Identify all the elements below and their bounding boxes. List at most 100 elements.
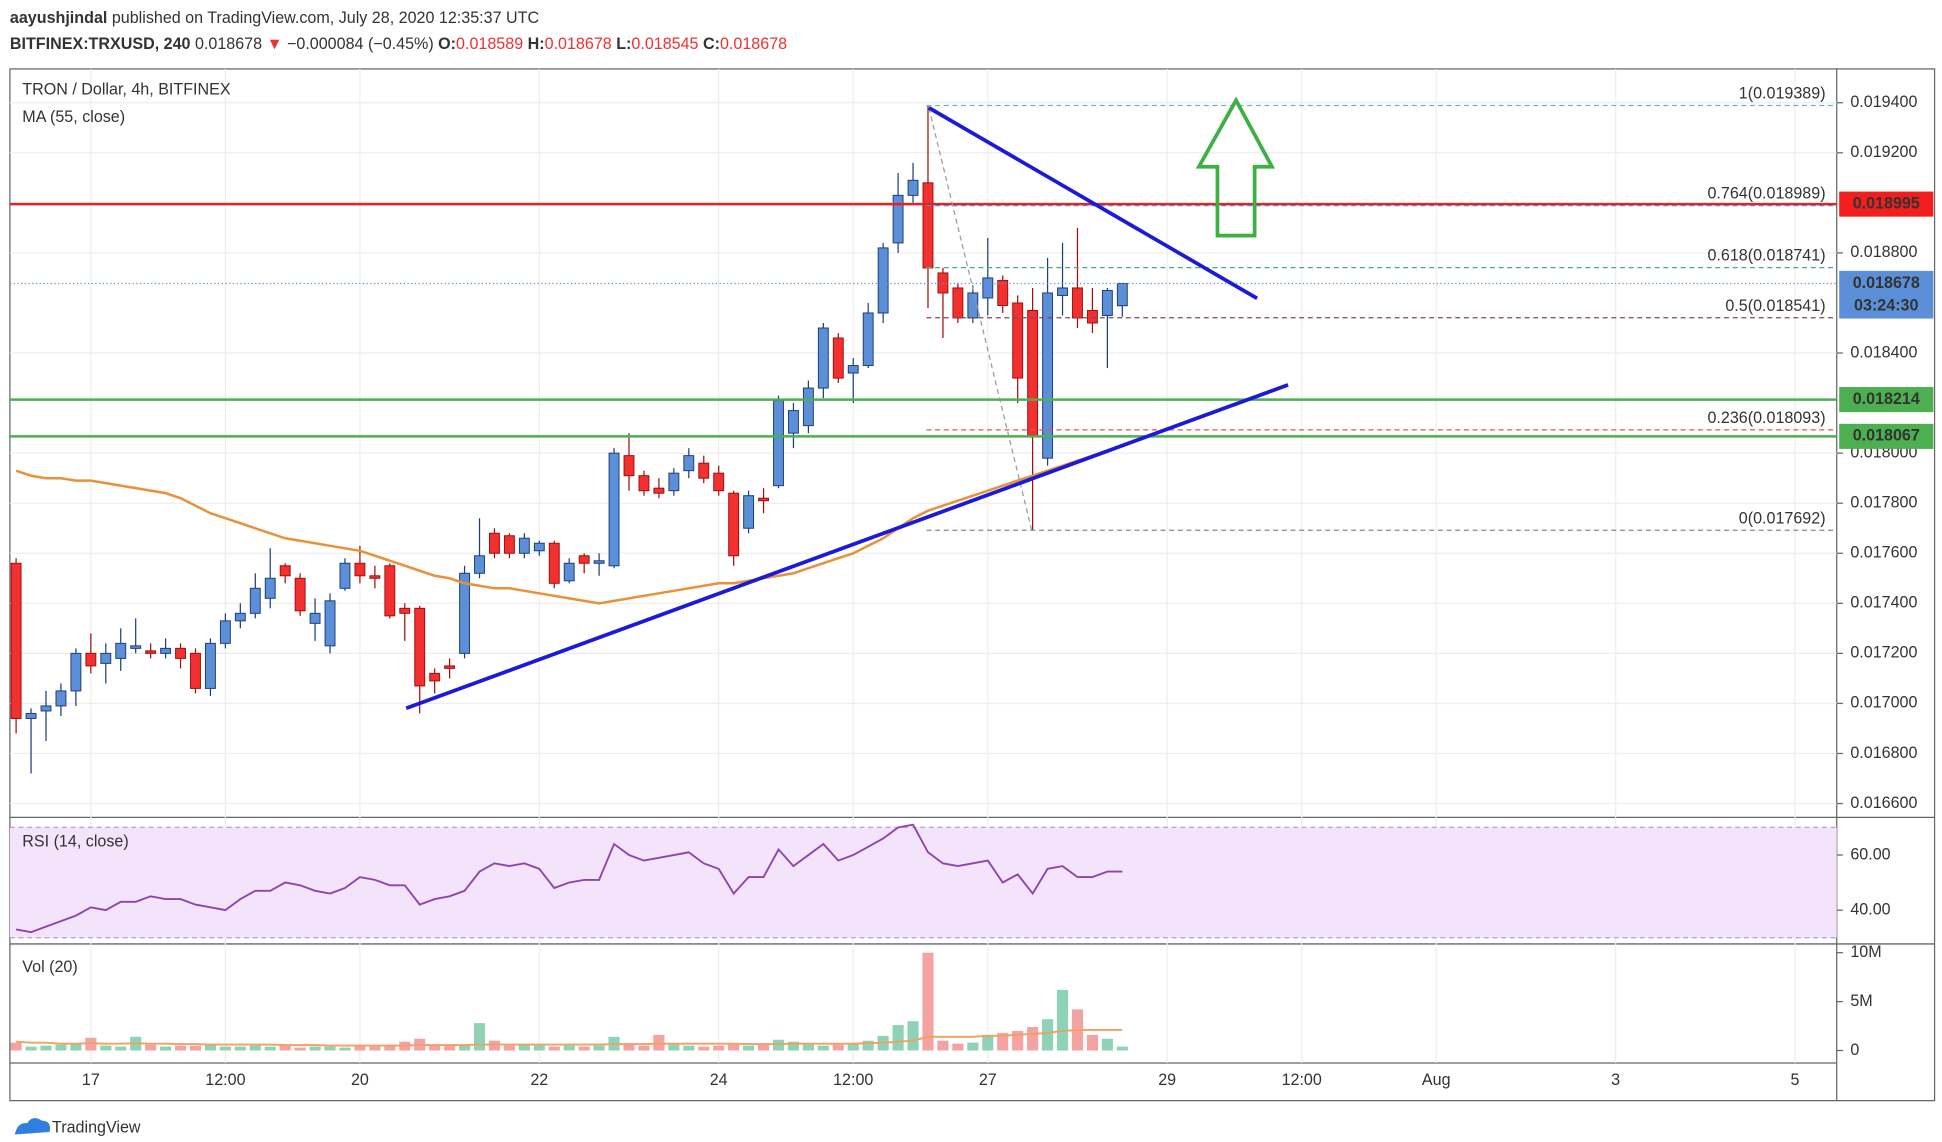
volume-bar: [264, 1046, 276, 1051]
candle-body: [578, 555, 590, 564]
volume-bar: [160, 1046, 172, 1051]
volume-bar: [937, 1040, 949, 1051]
candle-body: [758, 497, 769, 502]
candle-body: [1027, 309, 1039, 437]
drawings: [405, 96, 1289, 711]
volume-bar: [698, 1046, 710, 1051]
fib-anchor-line: [928, 107, 1033, 531]
candle-body: [309, 612, 321, 624]
candle-body: [832, 337, 844, 379]
volume-bar: [309, 1046, 321, 1051]
trend-line: [927, 106, 1259, 300]
volume-bar: [40, 1045, 52, 1051]
x-tick-label: 24: [710, 1071, 728, 1089]
volume-bar: [25, 1046, 37, 1051]
high-label: H:: [528, 35, 545, 53]
candle-body: [339, 562, 351, 589]
moving-average: [15, 444, 1123, 605]
candle-body: [130, 645, 142, 649]
y-tick-label: 0: [1850, 1041, 1859, 1059]
x-tick-label: 12:00: [205, 1071, 245, 1089]
candle-body: [802, 387, 814, 427]
volume-bar: [892, 1025, 904, 1051]
candle-body: [324, 600, 336, 647]
y-tick-label: 0.017800: [1850, 493, 1917, 511]
level-label: 0.018214: [1853, 390, 1920, 408]
candle-body: [384, 565, 396, 617]
trend-line: [405, 383, 1289, 711]
last-price-label: 0.018678: [1853, 274, 1920, 292]
volume-bar: [817, 1045, 829, 1051]
volume-bar: [234, 1046, 246, 1051]
y-tick-label: 0.017600: [1850, 543, 1917, 561]
candle-body: [967, 292, 979, 319]
last-price: 0.018678: [195, 35, 262, 53]
candle-body: [219, 620, 231, 644]
open-label: O:: [438, 35, 456, 53]
volume-bar: [1056, 989, 1069, 1051]
close-label: C:: [703, 35, 720, 53]
volume-bar: [997, 1032, 1009, 1051]
candle-body: [115, 642, 127, 659]
brand: TradingView: [52, 1118, 141, 1136]
high: 0.018678: [545, 35, 612, 53]
change: −0.000084 (−0.45%): [287, 35, 434, 53]
candle-body: [1057, 287, 1068, 296]
candle-body: [548, 542, 560, 584]
level-box: [1839, 387, 1934, 413]
symbol-line: BITFINEX:TRXUSD, 240 0.018678 ▼ −0.00008…: [10, 35, 787, 53]
x-tick-label: 5: [1791, 1071, 1800, 1089]
volume-bar: [324, 1046, 336, 1051]
volume-bar: [922, 952, 934, 1051]
fib-label: 0.618(0.018741): [1707, 247, 1825, 265]
change-arrow: ▼: [267, 35, 283, 53]
level-label: 0.018067: [1853, 427, 1920, 445]
low-label: L:: [616, 35, 631, 53]
volume-bar: [115, 1046, 127, 1051]
volume-bar: [444, 1045, 456, 1051]
candle-body: [100, 652, 112, 664]
volume-bar: [55, 1044, 67, 1051]
candle-body: [608, 452, 620, 567]
candle-body: [743, 495, 755, 529]
volume-bar: [249, 1045, 261, 1051]
candle-body: [145, 650, 157, 654]
volume-bar: [563, 1045, 575, 1051]
candle-body: [952, 287, 964, 319]
candle-body: [175, 647, 186, 659]
frame-border: [9, 68, 1936, 1102]
volume-bar: [653, 1034, 665, 1051]
volume-bar: [354, 1045, 366, 1051]
volume-bar: [743, 1045, 755, 1051]
volume-bar: [683, 1045, 695, 1051]
candle-body: [204, 642, 216, 689]
volume-bar: [204, 1044, 217, 1051]
fib-label: 0.236(0.018093): [1707, 409, 1825, 427]
candle-body: [638, 475, 650, 492]
candle-body: [264, 577, 276, 599]
volume-bar: [503, 1045, 515, 1051]
candle-body: [414, 607, 426, 687]
rsi-band: [9, 827, 1837, 938]
volume-bar: [578, 1046, 590, 1051]
volume-bar: [70, 1043, 82, 1051]
publish-info: published on TradingView.com, July 28, 2…: [112, 9, 540, 27]
candle-body: [668, 472, 680, 492]
volume-bar: [548, 1046, 560, 1051]
volume-bar: [384, 1044, 396, 1051]
volume-bar: [802, 1044, 814, 1051]
volume-bar: [100, 1045, 112, 1051]
volume-bar: [518, 1044, 530, 1051]
candle-body: [459, 572, 471, 654]
candle-body: [877, 247, 889, 314]
candle-body: [1116, 282, 1128, 307]
level-box: [1839, 191, 1934, 217]
x-tick-label: 22: [530, 1071, 548, 1089]
candle-body: [563, 562, 575, 582]
pane-title: Vol (20): [22, 958, 77, 976]
volume-bar: [713, 1045, 725, 1051]
x-tick-label: 3: [1611, 1071, 1620, 1089]
candle-body: [533, 542, 545, 552]
volume-bar: [952, 1043, 964, 1051]
